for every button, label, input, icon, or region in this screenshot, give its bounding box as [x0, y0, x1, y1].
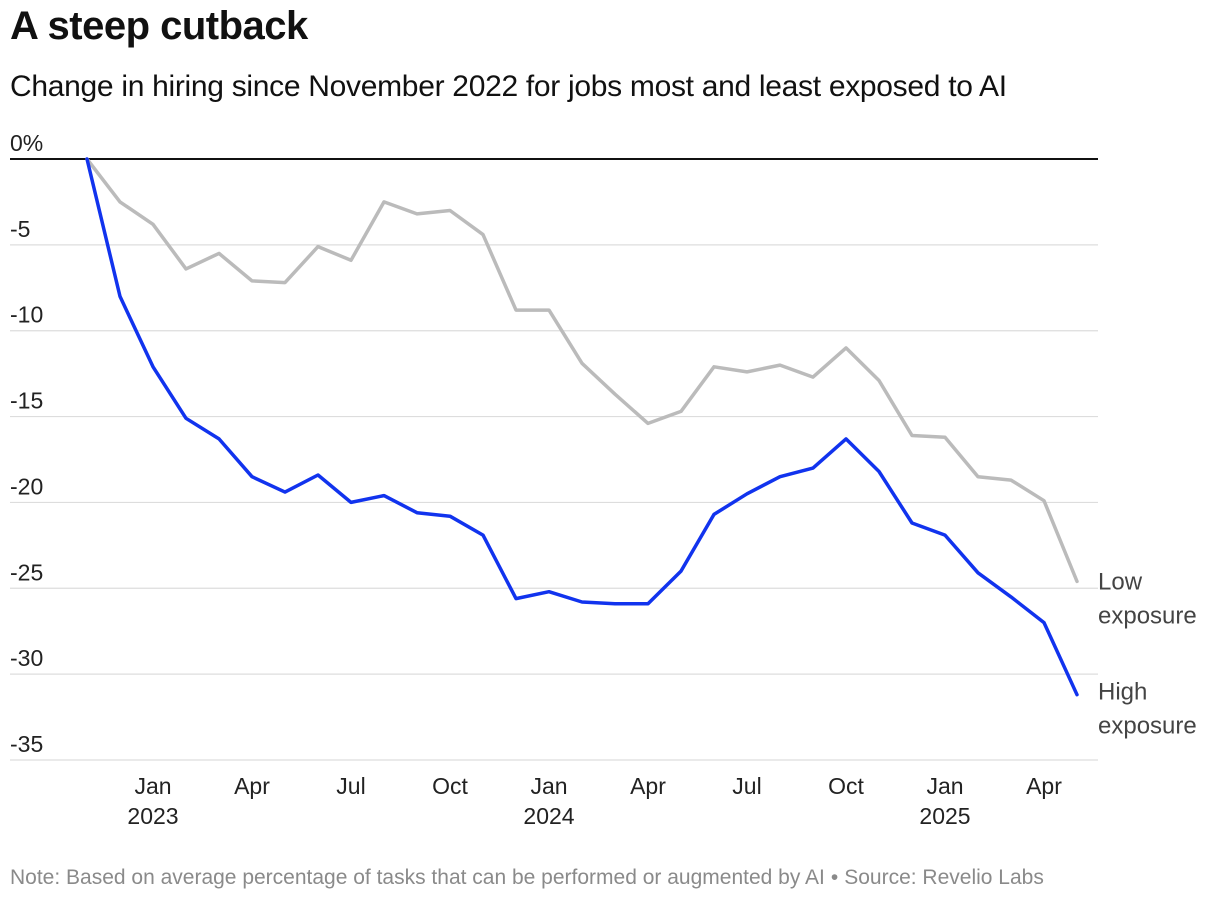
y-tick-label: -25 — [10, 559, 43, 585]
y-axis: 0% -5 -10 -15 -20 -25 -30 -35 — [10, 130, 43, 757]
y-tick-label: -10 — [10, 302, 43, 328]
y-tick-label: -15 — [10, 388, 43, 414]
series-labels: Low exposure High exposure — [1098, 568, 1197, 739]
chart-subtitle: Change in hiring since November 2022 for… — [10, 70, 1007, 103]
chart-title: A steep cutback — [10, 4, 308, 48]
y-tick-label: -20 — [10, 473, 43, 499]
y-tick-label: 0% — [10, 130, 43, 156]
x-tick-label: Jan — [926, 773, 963, 799]
x-axis: Jan 2023 Apr Jul Oct Jan 2024 Apr Jul Oct Jan 2025 A… — [127, 773, 1062, 829]
high-exposure-label: High — [1098, 678, 1147, 705]
high-exposure-label: exposure — [1098, 712, 1197, 739]
x-tick-label: Apr — [1026, 773, 1062, 799]
x-tick-label: Oct — [432, 773, 468, 799]
low-exposure-label: exposure — [1098, 602, 1197, 629]
note-text: Note: Based on average percentage of tas… — [10, 866, 825, 889]
x-tick-label: Oct — [828, 773, 864, 799]
x-tick-label: Jul — [336, 773, 365, 799]
high-exposure-line — [85, 157, 1079, 697]
series-layer — [85, 157, 1079, 697]
x-tick-label: Jan — [134, 773, 171, 799]
x-tick-label: Apr — [234, 773, 270, 799]
y-tick-label: -30 — [10, 645, 43, 671]
x-tick-year-label: 2024 — [523, 803, 574, 829]
low-exposure-line — [85, 157, 1079, 584]
y-tick-label: -35 — [10, 731, 43, 757]
low-exposure-label: Low — [1098, 568, 1143, 595]
x-tick-label: Jul — [732, 773, 761, 799]
grid-layer — [10, 158, 1098, 761]
y-tick-label: -5 — [10, 216, 30, 242]
chart-footnote: Note: Based on average percentage of tas… — [10, 866, 1044, 890]
x-tick-label: Jan — [530, 773, 567, 799]
x-tick-year-label: 2025 — [919, 803, 970, 829]
x-tick-year-label: 2023 — [127, 803, 178, 829]
source-text: Source: Revelio Labs — [844, 866, 1044, 889]
x-tick-label: Apr — [630, 773, 666, 799]
note-separator: • — [830, 866, 839, 889]
